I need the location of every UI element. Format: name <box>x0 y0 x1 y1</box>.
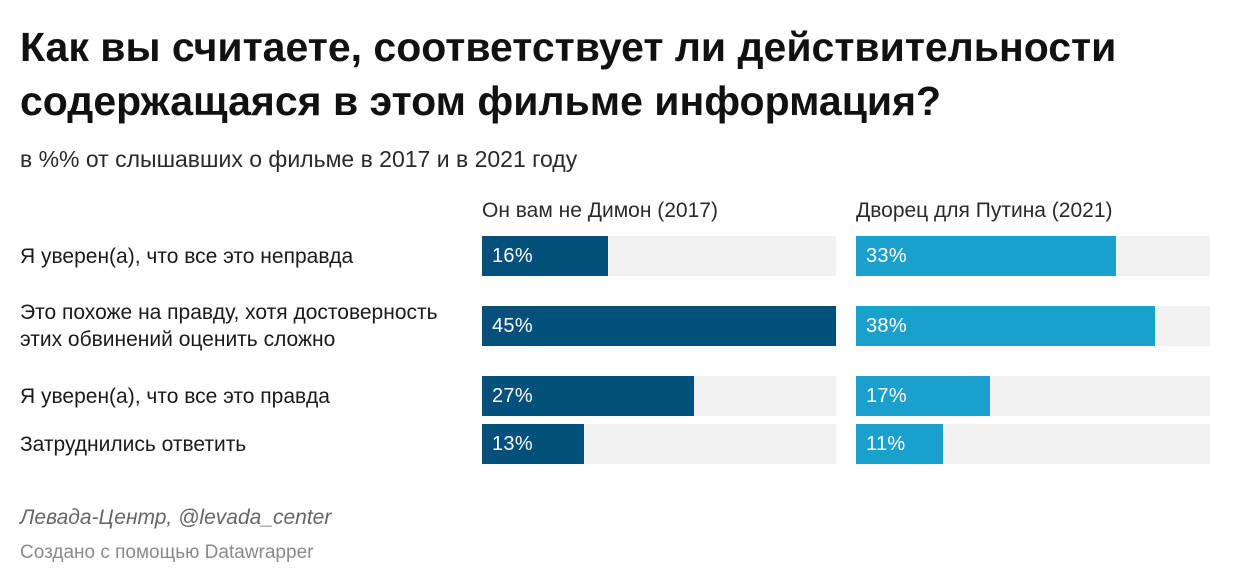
row-label-hard-to-say: Затруднились ответить <box>20 432 247 456</box>
bar-not-true-2021: 33% <box>856 236 1116 276</box>
bar-track-hard-to-say-2017: 13% <box>482 424 836 464</box>
series-header-2021: Дворец для Путина (2021) <box>856 199 1113 222</box>
bar-hard-to-say-2017: 13% <box>482 424 584 464</box>
row-label-looks-true: Это похоже на правду, хотя достоверность… <box>20 300 438 351</box>
series-header-2017: Он вам не Димон (2017) <box>482 199 718 222</box>
bar-track-not-true-2017: 16% <box>482 236 836 276</box>
source-note: Левада-Центр, @levada_center <box>20 506 332 529</box>
bar-true-2021: 17% <box>856 376 990 416</box>
bar-true-2017: 27% <box>482 376 694 416</box>
bar-not-true-2017: 16% <box>482 236 608 276</box>
bar-track-looks-true-2017: 45% <box>482 306 836 346</box>
bar-value-label: 13% <box>492 433 533 455</box>
bar-value-label: 38% <box>866 315 907 337</box>
bar-looks-true-2017: 45% <box>482 306 836 346</box>
bar-track-looks-true-2021: 38% <box>856 306 1210 346</box>
bar-value-label: 11% <box>866 433 906 455</box>
chart-title: Как вы считаете, соответствует ли действ… <box>20 24 1117 124</box>
bar-looks-true-2021: 38% <box>856 306 1155 346</box>
bar-track-true-2021: 17% <box>856 376 1210 416</box>
datawrapper-credit[interactable]: Создано с помощью Datawrapper <box>20 542 314 563</box>
bar-track-not-true-2021: 33% <box>856 236 1210 276</box>
bar-hard-to-say-2021: 11% <box>856 424 943 464</box>
row-label-true: Я уверен(а), что все это правда <box>20 384 330 408</box>
bar-value-label: 33% <box>866 245 907 267</box>
chart-subtitle: в %% от слышавших о фильме в 2017 и в 20… <box>20 146 578 172</box>
bar-value-label: 17% <box>866 385 907 407</box>
bar-track-true-2017: 27% <box>482 376 836 416</box>
row-label-not-true: Я уверен(а), что все это неправда <box>20 244 354 268</box>
bar-value-label: 16% <box>492 245 533 267</box>
bar-value-label: 27% <box>492 385 533 407</box>
bar-value-label: 45% <box>492 315 533 337</box>
bar-track-hard-to-say-2021: 11% <box>856 424 1210 464</box>
